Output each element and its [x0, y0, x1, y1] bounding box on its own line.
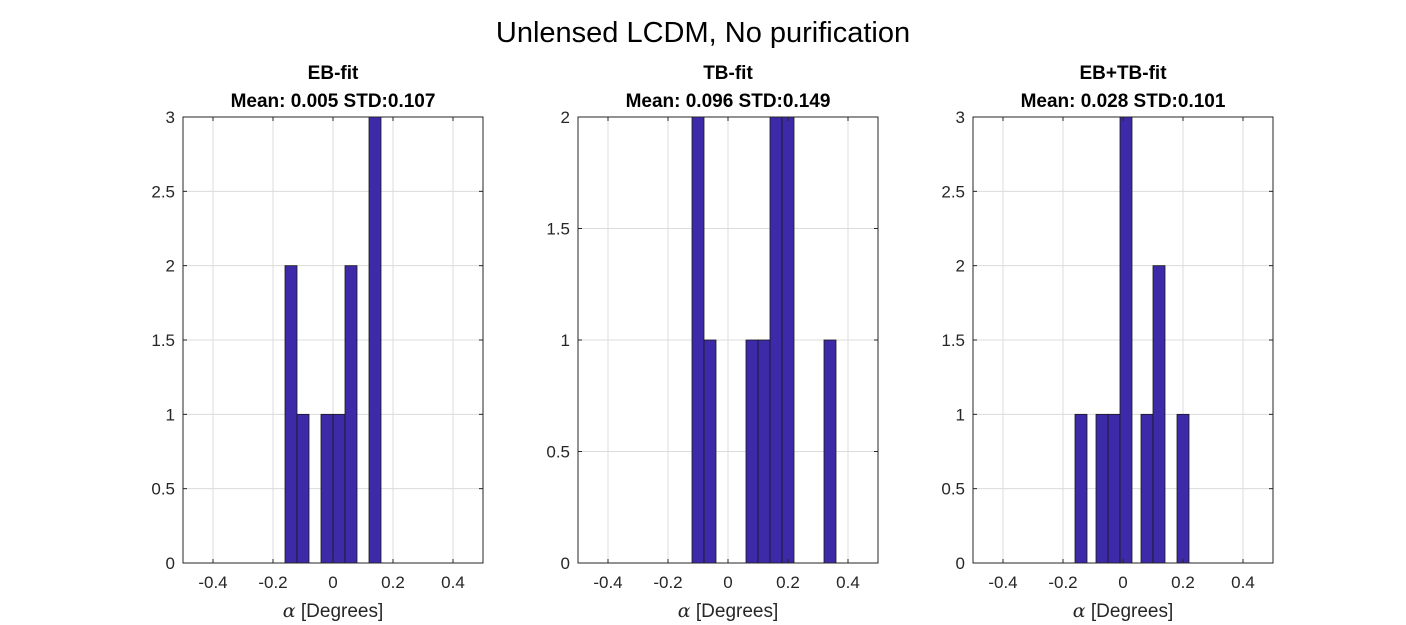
x-tick-label: -0.2 — [258, 573, 287, 592]
x-tick-label: -0.2 — [1048, 573, 1077, 592]
subplot-2: -0.4 -0.2 0 0.2 0.4 0 0.5 1 1.5 2 TB-fit Mean: 0.09… — [546, 63, 879, 622]
x-tick-label: 0 — [328, 573, 337, 592]
y-tick-label: 3 — [166, 108, 175, 127]
x-axis-label-text: [Degrees] — [1086, 601, 1174, 622]
histogram-bar — [344, 265, 358, 564]
alpha-symbol: α — [283, 600, 296, 622]
histogram-bar — [284, 265, 298, 564]
y-tick-label: 1 — [956, 405, 965, 424]
y-tick-label: 1 — [166, 405, 175, 424]
x-tick-label: -0.2 — [653, 573, 682, 592]
x-axis-label: α [Degrees] — [678, 600, 779, 622]
histogram-bar — [1119, 116, 1133, 564]
histogram-bar — [1152, 265, 1166, 564]
y-tick-label: 0 — [166, 554, 175, 573]
x-tick-label: -0.4 — [198, 573, 227, 592]
figure-title: Unlensed LCDM, No purification — [496, 17, 910, 49]
histogram-bar — [320, 413, 334, 564]
subplot-subtitle: Mean: 0.005 STD:0.107 — [231, 91, 436, 112]
histogram-bar — [1095, 413, 1109, 564]
y-tick-label: 0 — [561, 554, 570, 573]
histogram-bar — [745, 339, 759, 564]
histogram-bar — [781, 116, 795, 564]
subplot-title: EB+TB-fit — [1079, 63, 1167, 84]
y-tick-label: 0.5 — [941, 480, 965, 499]
x-tick-label: -0.4 — [988, 573, 1017, 592]
histogram-bar — [1176, 413, 1190, 564]
x-tick-label: 0.2 — [776, 573, 800, 592]
x-axis-label-text: [Degrees] — [691, 601, 779, 622]
y-tick-label: 2 — [956, 257, 965, 276]
histogram-bar — [1140, 413, 1154, 564]
x-axis-label: α [Degrees] — [283, 600, 384, 622]
y-tick-label: 1 — [561, 331, 570, 350]
x-axis-label: α [Degrees] — [1073, 600, 1174, 622]
subplot-subtitle: Mean: 0.096 STD:0.149 — [626, 91, 831, 112]
x-tick-label: 0.4 — [1231, 573, 1255, 592]
y-tick-label: 2 — [166, 257, 175, 276]
histogram-bar — [1107, 413, 1121, 564]
y-tick-label: 2.5 — [941, 182, 965, 201]
alpha-symbol: α — [1073, 600, 1086, 622]
alpha-symbol: α — [678, 600, 691, 622]
y-tick-label: 1.5 — [546, 220, 570, 239]
x-tick-label: 0.4 — [441, 573, 465, 592]
x-axis-label-text: [Degrees] — [296, 601, 384, 622]
y-tick-label: 0.5 — [151, 480, 175, 499]
x-tick-label: 0 — [1118, 573, 1127, 592]
y-tick-label: 3 — [956, 108, 965, 127]
histogram-bar — [823, 339, 837, 564]
x-tick-label: -0.4 — [593, 573, 622, 592]
histogram-bar — [757, 339, 771, 564]
histogram-bar — [332, 413, 346, 564]
x-tick-label: 0.4 — [836, 573, 860, 592]
y-tick-label: 2 — [561, 108, 570, 127]
subplot-3: -0.4 -0.2 0 0.2 0.4 0 0.5 1 1.5 2 2.5 3 EB+TB-fit Mea… — [941, 63, 1274, 622]
x-tick-label: 0 — [723, 573, 732, 592]
histogram-bar — [769, 116, 783, 564]
histogram-bar — [703, 339, 717, 564]
x-tick-label: 0.2 — [381, 573, 405, 592]
x-tick-label: 0.2 — [1171, 573, 1195, 592]
histogram-bar — [691, 116, 705, 564]
histogram-bar — [368, 116, 382, 564]
y-tick-label: 1.5 — [151, 331, 175, 350]
subplot-title: TB-fit — [703, 63, 753, 84]
subplot-panels: -0.4 -0.2 0 0.2 0.4 0 0.5 1 1.5 2 2.5 3 EB-fit Mean: … — [151, 63, 1274, 622]
y-tick-label: 2.5 — [151, 182, 175, 201]
histogram-bar — [296, 413, 310, 564]
y-tick-label: 1.5 — [941, 331, 965, 350]
subplot-subtitle: Mean: 0.028 STD:0.101 — [1021, 91, 1226, 112]
histogram-bar — [1074, 413, 1088, 564]
y-tick-label: 0 — [956, 554, 965, 573]
subplot-1: -0.4 -0.2 0 0.2 0.4 0 0.5 1 1.5 2 2.5 3 EB-fit Mean: … — [151, 63, 484, 622]
y-tick-label: 0.5 — [546, 443, 570, 462]
subplot-title: EB-fit — [308, 63, 359, 84]
